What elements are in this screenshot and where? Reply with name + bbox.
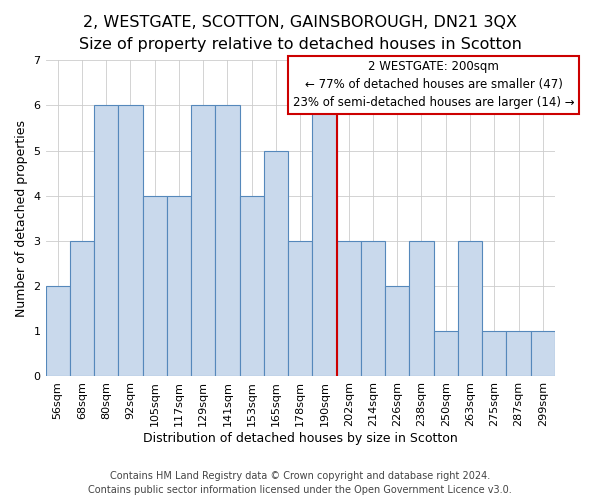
Bar [143, 196, 167, 376]
Bar [70, 241, 94, 376]
Bar [264, 150, 288, 376]
Bar [239, 196, 264, 376]
Bar [118, 106, 143, 376]
X-axis label: Distribution of detached houses by size in Scotton: Distribution of detached houses by size … [143, 432, 458, 445]
Bar [482, 332, 506, 376]
Bar [46, 286, 70, 376]
Bar [458, 241, 482, 376]
Bar [191, 106, 215, 376]
Bar [434, 332, 458, 376]
Bar [337, 241, 361, 376]
Bar [215, 106, 239, 376]
Bar [361, 241, 385, 376]
Bar [167, 196, 191, 376]
Y-axis label: Number of detached properties: Number of detached properties [15, 120, 28, 317]
Bar [530, 332, 555, 376]
Bar [94, 106, 118, 376]
Bar [409, 241, 434, 376]
Bar [506, 332, 530, 376]
Text: Contains HM Land Registry data © Crown copyright and database right 2024.
Contai: Contains HM Land Registry data © Crown c… [88, 471, 512, 495]
Text: 2 WESTGATE: 200sqm
← 77% of detached houses are smaller (47)
23% of semi-detache: 2 WESTGATE: 200sqm ← 77% of detached hou… [293, 60, 574, 110]
Bar [385, 286, 409, 376]
Bar [288, 241, 313, 376]
Bar [313, 106, 337, 376]
Title: 2, WESTGATE, SCOTTON, GAINSBOROUGH, DN21 3QX
Size of property relative to detach: 2, WESTGATE, SCOTTON, GAINSBOROUGH, DN21… [79, 15, 521, 52]
